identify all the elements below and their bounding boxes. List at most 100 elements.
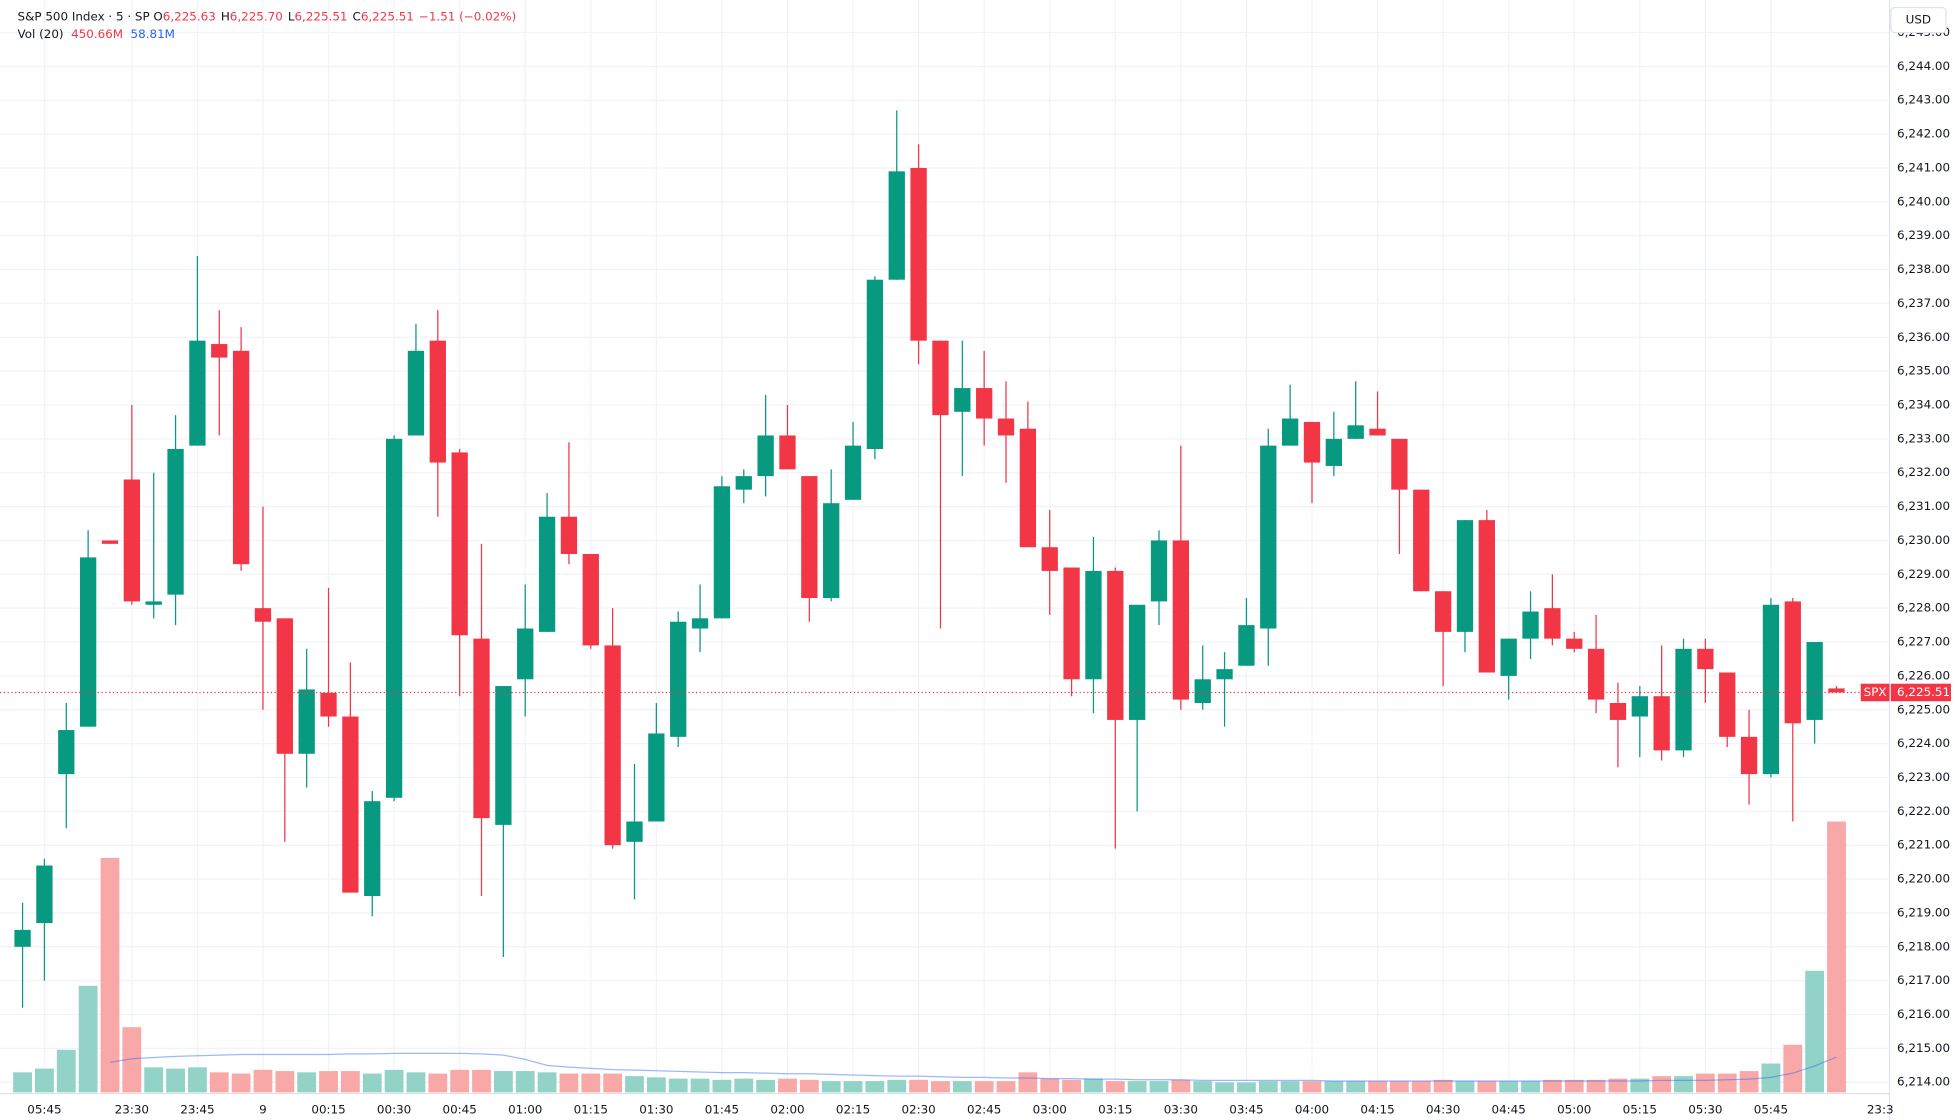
- x-tick-label: 00:30: [377, 1102, 411, 1116]
- x-tick-label: 01:15: [574, 1102, 608, 1116]
- x-tick-label: 04:15: [1360, 1102, 1394, 1116]
- y-tick-label: 6,244.00: [1897, 59, 1950, 73]
- candle-body: [517, 628, 534, 680]
- candle-body: [538, 516, 556, 632]
- candle-body: [123, 479, 140, 602]
- candle-body: [604, 645, 621, 846]
- x-tick-label: 05:30: [1688, 1102, 1722, 1116]
- candle-body: [429, 340, 446, 463]
- x-tick-label: 05:00: [1557, 1102, 1591, 1116]
- x-tick-label: 9: [259, 1102, 267, 1116]
- volume-bar: [56, 1049, 76, 1093]
- y-tick-label: 6,230.00: [1897, 533, 1950, 547]
- candle-body: [167, 449, 184, 595]
- volume-bar: [1695, 1073, 1715, 1093]
- x-tick-label: 05:15: [1623, 1102, 1657, 1116]
- volume-bar: [1827, 821, 1846, 1093]
- x-tick-label: 01:45: [705, 1102, 739, 1116]
- volume-bar: [1258, 1081, 1278, 1093]
- y-tick-label: 6,214.00: [1897, 1075, 1950, 1089]
- y-tick-label: 6,243.00: [1897, 93, 1950, 107]
- volume-bar: [1237, 1082, 1256, 1093]
- candle-body: [1391, 438, 1408, 490]
- y-tick-label: 6,216.00: [1897, 1007, 1950, 1021]
- candle-body: [1369, 428, 1386, 436]
- volume-bar: [1390, 1081, 1409, 1093]
- y-tick-label: 6,231.00: [1897, 499, 1950, 513]
- x-tick-label: 03:45: [1229, 1102, 1263, 1116]
- volume-bar: [1717, 1073, 1737, 1093]
- legend-key: C: [353, 9, 361, 23]
- x-tick-label: 23:3: [1867, 1102, 1894, 1116]
- candle-body: [1697, 648, 1714, 670]
- last-price-label: 6,225.51: [1897, 685, 1950, 699]
- y-tick-label: 6,237.00: [1897, 296, 1950, 310]
- volume-bar: [799, 1079, 819, 1093]
- volume-bar: [843, 1081, 863, 1093]
- legend-title: S&P 500 Index · 5 · SP: [18, 9, 150, 23]
- x-tick-label: 04:30: [1426, 1102, 1460, 1116]
- candle-body: [1303, 421, 1321, 463]
- candle-body: [14, 929, 31, 947]
- volume-bar: [1739, 1071, 1759, 1093]
- volume-bar: [1411, 1081, 1431, 1093]
- volume-bar: [1652, 1076, 1672, 1093]
- candle-body: [1609, 702, 1627, 720]
- y-tick-label: 6,217.00: [1897, 973, 1950, 987]
- volume-bar: [231, 1073, 251, 1093]
- candle-body: [1281, 418, 1299, 446]
- volume-bar: [1040, 1078, 1060, 1093]
- candle-body: [757, 435, 774, 477]
- x-tick-label: 00:45: [443, 1102, 477, 1116]
- candle-body: [1150, 540, 1168, 602]
- y-tick-label: 6,218.00: [1897, 939, 1950, 953]
- volume-bar: [319, 1071, 338, 1093]
- legend-key: H: [221, 9, 230, 23]
- volume-bar: [166, 1068, 185, 1093]
- candle-body: [385, 438, 403, 798]
- candle-body: [1041, 547, 1058, 571]
- volume-bar: [603, 1073, 623, 1093]
- currency-button[interactable]: [1890, 6, 1947, 34]
- candle-body: [1828, 688, 1845, 693]
- y-tick-label: 6,234.00: [1897, 397, 1950, 411]
- last-price-badge: [1890, 683, 1951, 702]
- volume-bar: [1564, 1079, 1584, 1093]
- volume-bar: [1674, 1076, 1693, 1093]
- volume-bar: [275, 1071, 295, 1093]
- y-tick-label: 6,239.00: [1897, 228, 1950, 242]
- volume-bar: [450, 1069, 470, 1093]
- x-tick-label: 01:00: [508, 1102, 542, 1116]
- candle-body: [1216, 669, 1233, 680]
- candle-body: [1806, 642, 1823, 720]
- volume-bar: [1084, 1078, 1103, 1093]
- candle-body: [1719, 672, 1736, 737]
- legend-value: 6,225.63: [163, 9, 216, 23]
- candle-body: [1784, 601, 1801, 724]
- currency-label[interactable]: USD: [1906, 13, 1931, 27]
- volume-bar: [144, 1067, 164, 1093]
- candle-body: [1500, 638, 1517, 676]
- volume-bar: [865, 1081, 885, 1093]
- volume-bar: [931, 1081, 950, 1093]
- volume-bar: [1521, 1081, 1540, 1093]
- volume-bar: [887, 1079, 907, 1093]
- y-tick-label: 6,232.00: [1897, 465, 1950, 479]
- symbol-badge: [1860, 683, 1890, 702]
- volume-bar: [1346, 1081, 1366, 1093]
- candle-body: [1019, 428, 1037, 548]
- x-tick-label: 02:00: [770, 1102, 804, 1116]
- y-tick-label: 6,220.00: [1897, 872, 1950, 886]
- volume-bar: [952, 1081, 972, 1093]
- candle-body: [801, 476, 818, 599]
- candle-body: [364, 801, 381, 897]
- candle-body: [932, 340, 949, 416]
- volume-bar: [821, 1081, 841, 1093]
- x-tick-label: 23:30: [115, 1102, 149, 1116]
- x-tick-label: 03:30: [1164, 1102, 1198, 1116]
- x-tick-label: 05:45: [27, 1102, 61, 1116]
- legend-change: −1.51 (−0.02%): [419, 9, 516, 23]
- candle-body: [1194, 679, 1211, 703]
- volume-bar: [100, 857, 120, 1093]
